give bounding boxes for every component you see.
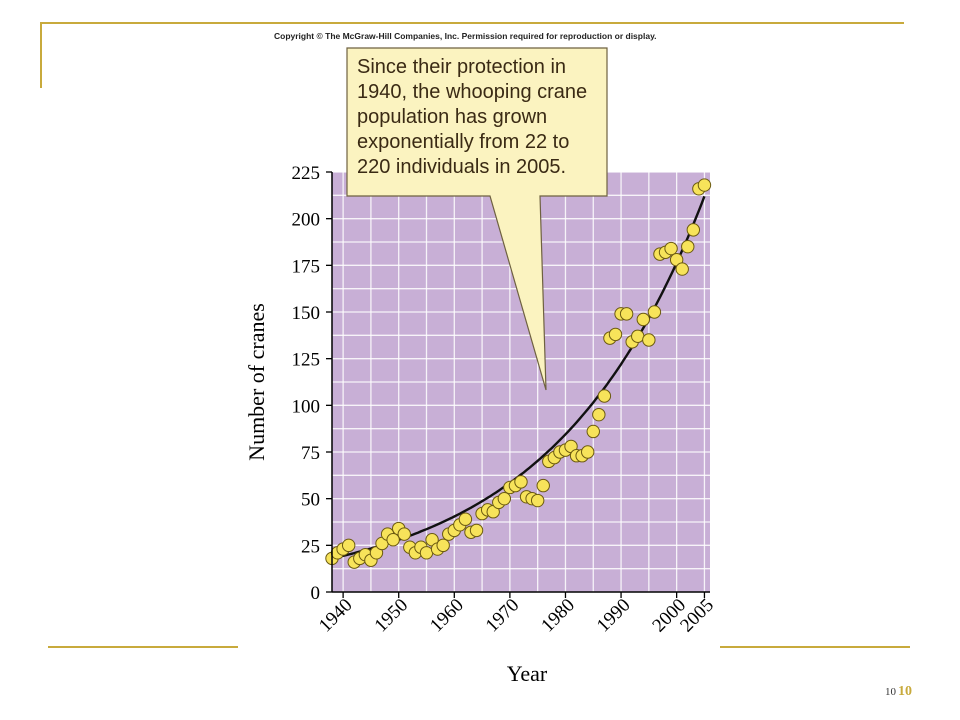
data-point [642, 333, 656, 347]
data-point [631, 329, 645, 343]
frame-bottom-line-left [48, 646, 238, 648]
callout-line: population has grown [357, 106, 548, 128]
x-tick-label: 1980 [537, 595, 579, 637]
y-axis-title: Number of cranes [244, 303, 269, 461]
y-tick-label: 225 [292, 163, 321, 184]
data-point [608, 327, 623, 342]
slide-number-large: 10 [898, 684, 912, 699]
y-tick-label: 150 [292, 303, 321, 324]
data-point [586, 424, 600, 439]
data-point [686, 223, 701, 237]
y-tick-label: 100 [292, 396, 321, 417]
y-tick-label: 25 [301, 536, 320, 557]
data-point [664, 241, 678, 256]
slide-number-small: 10 [885, 686, 896, 698]
data-point [341, 538, 356, 553]
data-point [530, 493, 545, 508]
data-point [619, 307, 634, 321]
x-tick-label: 2005 [676, 595, 718, 637]
y-tick-label: 125 [292, 350, 321, 371]
data-point [581, 445, 595, 459]
y-tick-label: 200 [292, 210, 321, 231]
data-point [458, 512, 473, 526]
callout-line: 220 individuals in 2005. [357, 156, 567, 178]
x-axis-title: Year [507, 661, 548, 686]
data-point [514, 475, 528, 489]
data-point [419, 546, 434, 560]
data-point [536, 478, 550, 493]
callout-bubble [346, 47, 608, 391]
data-point [436, 538, 450, 553]
copyright-notice: Copyright © The McGraw-Hill Companies, I… [274, 31, 657, 41]
data-point [397, 527, 411, 541]
callout-line: exponentially from 22 to [357, 131, 570, 153]
slide-number: 10 10 [885, 684, 912, 700]
frame-top-line [40, 22, 904, 24]
y-tick-label: 75 [301, 443, 320, 464]
x-tick-label: 1960 [426, 595, 468, 637]
x-tick-label: 1970 [482, 595, 524, 637]
data-point [647, 305, 662, 319]
y-tick-label: 175 [292, 256, 321, 277]
data-point [386, 533, 400, 547]
callout-line: Since their protection in [357, 56, 567, 78]
data-point [681, 239, 695, 254]
callout-line: 1940, the whooping crane [357, 81, 588, 103]
x-tick-label: 1990 [593, 595, 635, 637]
data-point [636, 312, 650, 327]
data-point [469, 523, 484, 538]
data-point [497, 491, 512, 506]
frame-bottom-line-right [720, 646, 910, 648]
y-tick-label: 0 [311, 583, 321, 604]
x-tick-label: 1950 [371, 595, 413, 637]
callout-text: Since their protection in 1940, the whoo… [357, 55, 603, 180]
data-point [697, 178, 712, 192]
data-point [597, 389, 612, 403]
data-point [675, 262, 689, 276]
x-tick-label: 1940 [315, 595, 357, 637]
frame-left-line [40, 22, 42, 88]
y-tick-label: 50 [301, 490, 320, 511]
data-point [592, 407, 606, 422]
